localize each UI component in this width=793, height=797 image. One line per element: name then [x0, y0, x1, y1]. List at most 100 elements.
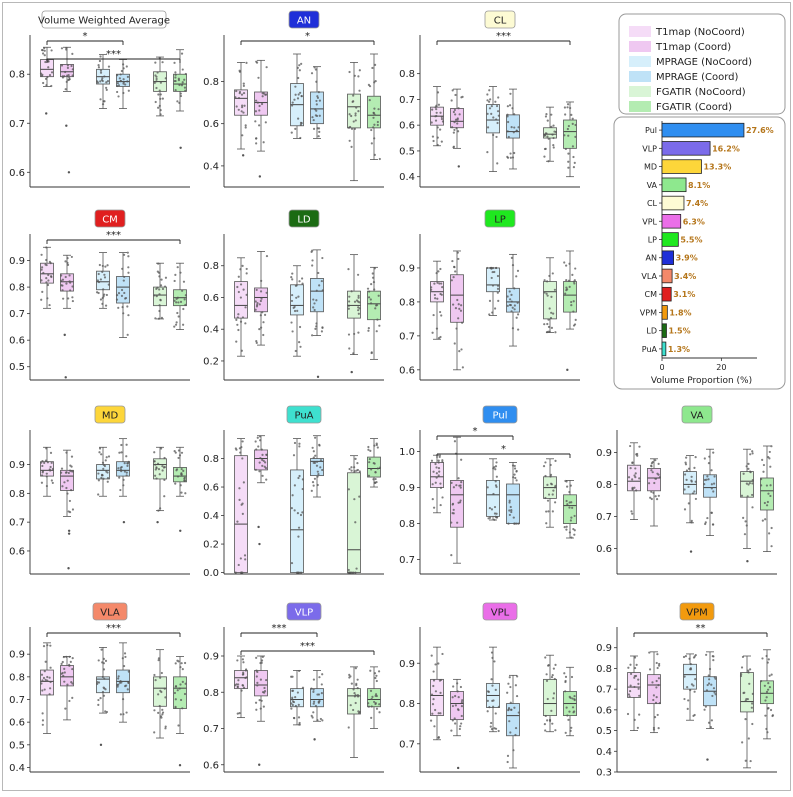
data-point — [437, 736, 440, 739]
panel-cm: 0.50.60.70.80.9***CM — [9, 209, 190, 381]
data-point — [122, 81, 125, 84]
data-point — [436, 143, 439, 147]
data-point — [751, 506, 754, 509]
data-point — [370, 351, 373, 354]
iqr-box — [627, 464, 641, 492]
bar — [661, 305, 668, 320]
data-point — [654, 495, 657, 498]
data-point — [184, 682, 187, 685]
iqr-box — [647, 467, 661, 492]
data-point — [573, 514, 576, 518]
box-5 — [543, 106, 558, 163]
data-point — [291, 272, 294, 275]
data-point — [125, 711, 128, 714]
data-point — [760, 484, 763, 487]
iqr-box — [254, 91, 268, 116]
data-point — [434, 119, 438, 122]
data-point — [762, 470, 765, 473]
data-point — [290, 507, 293, 510]
data-point — [241, 104, 244, 107]
data-point — [101, 302, 104, 305]
data-point — [311, 116, 314, 119]
data-point — [184, 303, 187, 306]
data-point — [436, 281, 439, 284]
data-point — [452, 508, 455, 511]
data-point — [548, 307, 551, 310]
data-point — [687, 502, 690, 505]
data-point — [240, 689, 243, 692]
data-point — [374, 694, 377, 697]
data-point — [452, 303, 455, 306]
data-point — [63, 481, 66, 484]
iqr-box — [543, 678, 557, 717]
data-point — [357, 294, 360, 298]
data-point — [46, 675, 49, 679]
data-point — [104, 710, 107, 713]
data-point — [450, 279, 453, 282]
data-point — [242, 481, 245, 484]
data-point — [157, 93, 160, 96]
data-point — [460, 705, 464, 708]
data-point — [101, 661, 104, 664]
data-point — [545, 113, 548, 116]
data-point — [122, 279, 125, 282]
data-point — [570, 113, 573, 116]
data-point — [506, 130, 509, 133]
data-point — [157, 657, 161, 660]
data-point — [241, 264, 244, 267]
data-point — [41, 712, 44, 715]
data-point — [569, 106, 572, 110]
data-point — [751, 702, 754, 705]
data-point — [161, 287, 165, 291]
data-point — [655, 686, 658, 689]
data-point — [237, 96, 241, 100]
data-point — [450, 729, 453, 732]
data-point — [633, 675, 636, 678]
data-point — [459, 309, 463, 312]
data-point — [545, 679, 549, 682]
data-point — [712, 687, 716, 690]
data-point — [550, 113, 553, 116]
data-point — [512, 516, 515, 519]
data-point — [453, 120, 456, 124]
data-point — [60, 672, 63, 675]
data-point — [440, 117, 444, 121]
data-point — [98, 447, 102, 450]
data-point — [61, 284, 64, 287]
data-point — [238, 92, 241, 95]
data-point — [103, 293, 106, 296]
data-point — [244, 126, 247, 129]
data-point — [153, 451, 156, 454]
panel-title: Volume Weighted Average — [38, 16, 170, 27]
data-point — [183, 298, 186, 301]
data-point — [44, 263, 47, 266]
box-3 — [96, 446, 111, 497]
data-point — [265, 478, 268, 481]
data-point — [371, 695, 374, 698]
data-point — [41, 52, 45, 55]
y-tick-label: 1.0 — [399, 447, 415, 458]
significance-label: ** — [696, 623, 706, 634]
data-point — [496, 274, 500, 278]
data-point — [259, 314, 262, 317]
outlier-point — [65, 124, 68, 127]
iqr-box — [563, 494, 577, 524]
data-point — [375, 443, 378, 447]
data-point — [161, 61, 164, 64]
outlier-point — [316, 375, 320, 379]
data-point — [160, 316, 164, 319]
data-point — [453, 440, 457, 443]
data-point — [458, 113, 461, 116]
data-point — [633, 685, 636, 689]
data-point — [292, 716, 296, 720]
data-point — [565, 706, 568, 709]
data-point — [244, 124, 247, 127]
data-point — [102, 288, 105, 291]
data-point — [263, 465, 266, 468]
data-point — [290, 276, 293, 279]
data-point — [546, 697, 549, 701]
data-point — [371, 66, 374, 70]
panel-vpm: 0.30.40.50.60.70.80.9**VPM — [596, 602, 777, 779]
bar-category-label: VLA — [641, 272, 657, 281]
data-point — [683, 675, 686, 678]
